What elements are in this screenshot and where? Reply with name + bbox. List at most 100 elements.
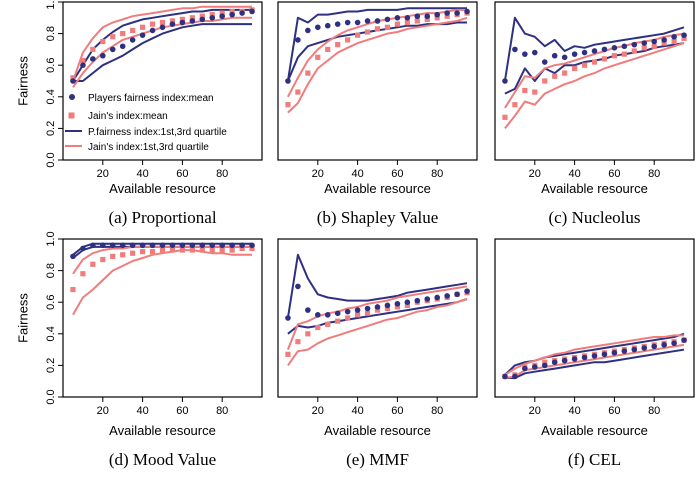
players-mean-point <box>681 32 687 38</box>
jain-mean-point <box>90 46 96 52</box>
players-mean-point <box>681 337 687 343</box>
players-mean-point <box>149 27 156 34</box>
jain-mean-point <box>80 57 86 64</box>
players-mean-point <box>295 283 301 290</box>
y-tick-label: 0.0 <box>45 389 57 404</box>
jain-mean-point <box>199 13 205 19</box>
jain-mean-point <box>335 318 341 324</box>
jain-mean-point <box>641 45 647 51</box>
players-mean-point <box>295 37 301 43</box>
jain-mean-point <box>199 247 205 253</box>
chart-panel-1: 20 40 60 80 0.0 0.2 0.4 0.6 0.8 1.0 Fairness Availa… <box>15 0 263 227</box>
jain-mean-point <box>542 78 548 84</box>
series-line <box>286 7 467 82</box>
players-mean-point <box>434 11 441 18</box>
series-line <box>504 334 684 376</box>
jain-mean-point <box>404 19 410 26</box>
jain-mean-point <box>90 261 96 267</box>
players-mean-point <box>169 242 176 249</box>
y-tick-label: 0.8 <box>45 263 57 278</box>
jain-mean-point <box>671 38 677 45</box>
players-mean-point <box>641 40 648 46</box>
jain-mean-point <box>315 324 321 331</box>
jain-mean-point <box>581 62 588 68</box>
players-mean-point <box>100 52 106 59</box>
players-mean-point <box>384 302 391 309</box>
plot-frame <box>277 238 478 398</box>
jain-mean-point <box>249 245 255 252</box>
jain-mean-point <box>434 15 440 21</box>
series-line <box>72 249 252 316</box>
plot-frame <box>494 238 695 398</box>
y-tick-label: 0.6 <box>45 58 57 73</box>
jain-mean-point <box>159 19 166 26</box>
jain-mean-point <box>542 359 548 365</box>
jain-mean-point <box>681 35 687 41</box>
players-mean-point <box>631 346 638 353</box>
players-mean-point <box>424 296 431 302</box>
players-mean-point <box>159 242 166 249</box>
series-line <box>286 285 468 350</box>
series-line <box>73 23 252 82</box>
jain-mean-point <box>345 315 351 321</box>
y-tick-label: 0.6 <box>45 295 57 310</box>
players-mean-point <box>364 18 371 24</box>
x-tick-label: 40 <box>351 168 363 180</box>
series-line <box>504 348 685 379</box>
y-axis-label: Fairness <box>15 56 30 106</box>
y-tick-label: 1.0 <box>45 231 57 246</box>
players-mean-point <box>229 242 235 249</box>
players-mean-point <box>80 62 86 68</box>
players-mean-point <box>661 37 667 43</box>
players-mean-point <box>541 59 548 65</box>
players-mean-point <box>512 46 518 53</box>
legend-jain-mean: Jain's index:mean <box>88 111 168 122</box>
jain-mean-point <box>219 247 225 253</box>
jain-mean-point <box>424 16 430 22</box>
x-tick-label: 60 <box>176 405 188 417</box>
jain-mean-point <box>239 245 245 252</box>
legend-jain-mean-marker <box>68 112 75 119</box>
x-axis-label: Available resource <box>541 181 648 196</box>
x-tick-label: 20 <box>529 405 541 417</box>
players-mean-point <box>581 49 588 56</box>
jain-mean-point <box>70 286 76 293</box>
players-mean-point <box>661 342 667 348</box>
players-mean-point <box>611 349 618 356</box>
players-mean-point <box>532 364 538 370</box>
jain-mean-point <box>140 24 146 30</box>
players-mean-point <box>424 13 431 20</box>
players-mean-point <box>404 14 411 21</box>
players-mean-point <box>199 242 206 249</box>
legend-players-mean-marker <box>69 94 75 100</box>
x-tick-label: 60 <box>391 168 403 180</box>
jain-mean-point <box>552 73 558 79</box>
players-mean-point <box>532 49 538 56</box>
players-mean-point <box>179 19 186 26</box>
players-mean-point <box>315 24 321 31</box>
x-tick-label: 20 <box>97 405 109 417</box>
panel-caption: (b) Shapley Value <box>317 208 439 227</box>
jain-mean-point <box>120 252 126 258</box>
players-mean-point <box>139 242 146 249</box>
x-tick-label: 20 <box>97 168 109 180</box>
x-tick-label: 80 <box>431 405 443 417</box>
jain-mean-point <box>345 37 351 43</box>
players-mean-point <box>324 312 331 318</box>
jain-mean-point <box>621 51 627 57</box>
x-tick-label: 20 <box>312 168 324 180</box>
players-mean-point <box>631 41 638 48</box>
jain-mean-point <box>285 102 291 108</box>
players-mean-point <box>601 351 608 358</box>
jain-mean-point <box>209 247 215 253</box>
y-tick-label: 0.8 <box>45 26 57 41</box>
players-mean-point <box>285 315 291 321</box>
x-tick-label: 20 <box>529 168 541 180</box>
players-mean-point <box>414 297 421 304</box>
players-mean-point <box>305 27 311 34</box>
players-mean-point <box>219 242 225 249</box>
